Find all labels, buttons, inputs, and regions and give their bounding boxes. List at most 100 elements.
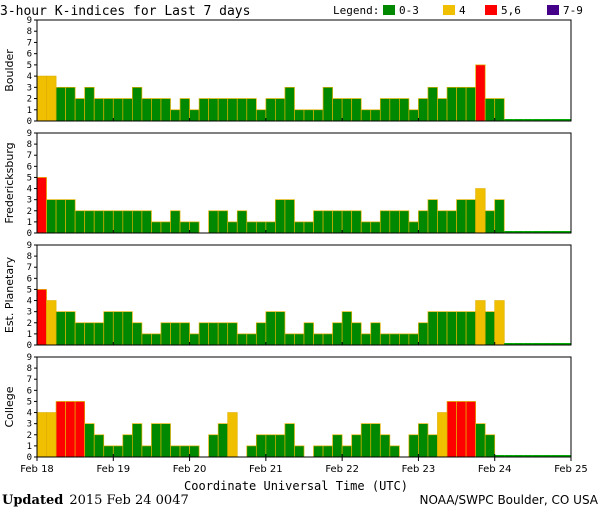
k-bar bbox=[313, 210, 324, 234]
y-tick-label: 3 bbox=[27, 83, 32, 93]
empty-bar bbox=[561, 455, 571, 457]
k-bar bbox=[170, 109, 181, 122]
k-bar bbox=[179, 322, 190, 346]
empty-bar bbox=[561, 343, 571, 345]
legend-swatch-purple bbox=[547, 5, 559, 15]
y-tick-label: 4 bbox=[27, 297, 32, 307]
k-bar bbox=[446, 86, 457, 122]
k-bar bbox=[132, 322, 143, 346]
k-bar bbox=[446, 311, 457, 346]
empty-bar bbox=[551, 231, 562, 233]
k-bar bbox=[112, 445, 124, 458]
y-tick-label: 0 bbox=[27, 117, 32, 127]
k-bar bbox=[465, 401, 476, 458]
y-tick-label: 2 bbox=[27, 431, 32, 441]
k-bar bbox=[360, 221, 372, 234]
k-bar bbox=[284, 86, 295, 122]
k-bar bbox=[360, 333, 372, 346]
x-tick-label: Feb 21 bbox=[249, 464, 283, 475]
footer-updated-value: 2015 Feb 24 0047 bbox=[69, 493, 188, 508]
x-tick-label: Feb 20 bbox=[173, 464, 207, 475]
k-bar bbox=[55, 199, 66, 234]
k-bar bbox=[179, 445, 190, 458]
k-bar bbox=[351, 322, 362, 346]
k-bar bbox=[246, 333, 257, 346]
k-bar bbox=[255, 221, 267, 234]
legend-swatch-green bbox=[383, 5, 395, 15]
y-tick-label: 9 bbox=[27, 16, 32, 26]
k-bar bbox=[46, 412, 57, 458]
k-bar bbox=[418, 322, 429, 346]
empty-bar bbox=[504, 231, 514, 233]
empty-bar bbox=[551, 343, 562, 345]
k-bar bbox=[36, 177, 47, 234]
y-tick-label: 1 bbox=[27, 106, 32, 116]
k-bar bbox=[322, 210, 333, 234]
y-tick-label: 6 bbox=[27, 162, 32, 172]
k-bar bbox=[360, 423, 372, 458]
k-bar bbox=[103, 210, 114, 234]
k-bar bbox=[160, 322, 171, 346]
k-bar bbox=[456, 311, 467, 346]
k-bar bbox=[65, 199, 76, 234]
empty-bar bbox=[542, 455, 552, 457]
k-bar bbox=[198, 98, 210, 122]
k-bar bbox=[246, 445, 257, 458]
k-bar bbox=[475, 300, 486, 346]
k-bar bbox=[456, 86, 467, 122]
k-bar bbox=[284, 423, 295, 458]
k-bar bbox=[408, 434, 419, 458]
y-tick-label: 1 bbox=[27, 218, 32, 228]
k-bar bbox=[294, 333, 305, 346]
k-bar bbox=[446, 401, 457, 458]
k-bar bbox=[275, 199, 286, 234]
k-bar bbox=[332, 210, 343, 234]
y-tick-label: 1 bbox=[27, 442, 32, 452]
k-bar bbox=[36, 289, 47, 346]
empty-bar bbox=[561, 119, 571, 121]
k-bar bbox=[93, 434, 105, 458]
footer-updated-label: Updated bbox=[2, 493, 63, 508]
k-bar bbox=[103, 98, 114, 122]
empty-bar bbox=[504, 119, 514, 121]
k-bar bbox=[198, 322, 210, 346]
y-tick-label: 6 bbox=[27, 386, 32, 396]
k-bar bbox=[246, 221, 257, 234]
k-bar bbox=[151, 221, 162, 234]
y-tick-label: 4 bbox=[27, 409, 32, 419]
k-bar bbox=[275, 434, 286, 458]
y-tick-label: 1 bbox=[27, 330, 32, 340]
k-bar bbox=[379, 333, 391, 346]
k-bar bbox=[132, 210, 143, 234]
x-axis-label: Coordinate Universal Time (UTC) bbox=[184, 479, 408, 493]
empty-bar bbox=[561, 231, 571, 233]
y-tick-label: 4 bbox=[27, 72, 32, 82]
k-bar bbox=[132, 86, 143, 122]
k-bar bbox=[313, 109, 324, 122]
k-bar bbox=[446, 210, 457, 234]
k-bar bbox=[475, 64, 486, 122]
y-tick-label: 0 bbox=[27, 341, 32, 351]
k-bar bbox=[313, 333, 324, 346]
k-bar bbox=[189, 445, 200, 458]
k-bar bbox=[370, 221, 381, 234]
k-bar bbox=[332, 434, 343, 458]
y-tick-label: 6 bbox=[27, 274, 32, 284]
k-bar bbox=[160, 221, 171, 234]
y-tick-label: 7 bbox=[27, 263, 32, 273]
k-bar bbox=[494, 300, 505, 346]
empty-bar bbox=[523, 231, 533, 233]
empty-bar bbox=[551, 455, 562, 457]
footer-source: NOAA/SWPC Boulder, CO USA bbox=[420, 493, 599, 507]
k-bar bbox=[437, 311, 448, 346]
k-bar bbox=[160, 423, 171, 458]
empty-bar bbox=[513, 231, 524, 233]
legend-label: Legend: bbox=[333, 4, 379, 17]
empty-bar bbox=[532, 455, 543, 457]
k-bar bbox=[322, 445, 333, 458]
k-bar bbox=[379, 98, 391, 122]
empty-bar bbox=[504, 455, 514, 457]
empty-bar bbox=[504, 343, 514, 345]
k-bar bbox=[93, 98, 105, 122]
